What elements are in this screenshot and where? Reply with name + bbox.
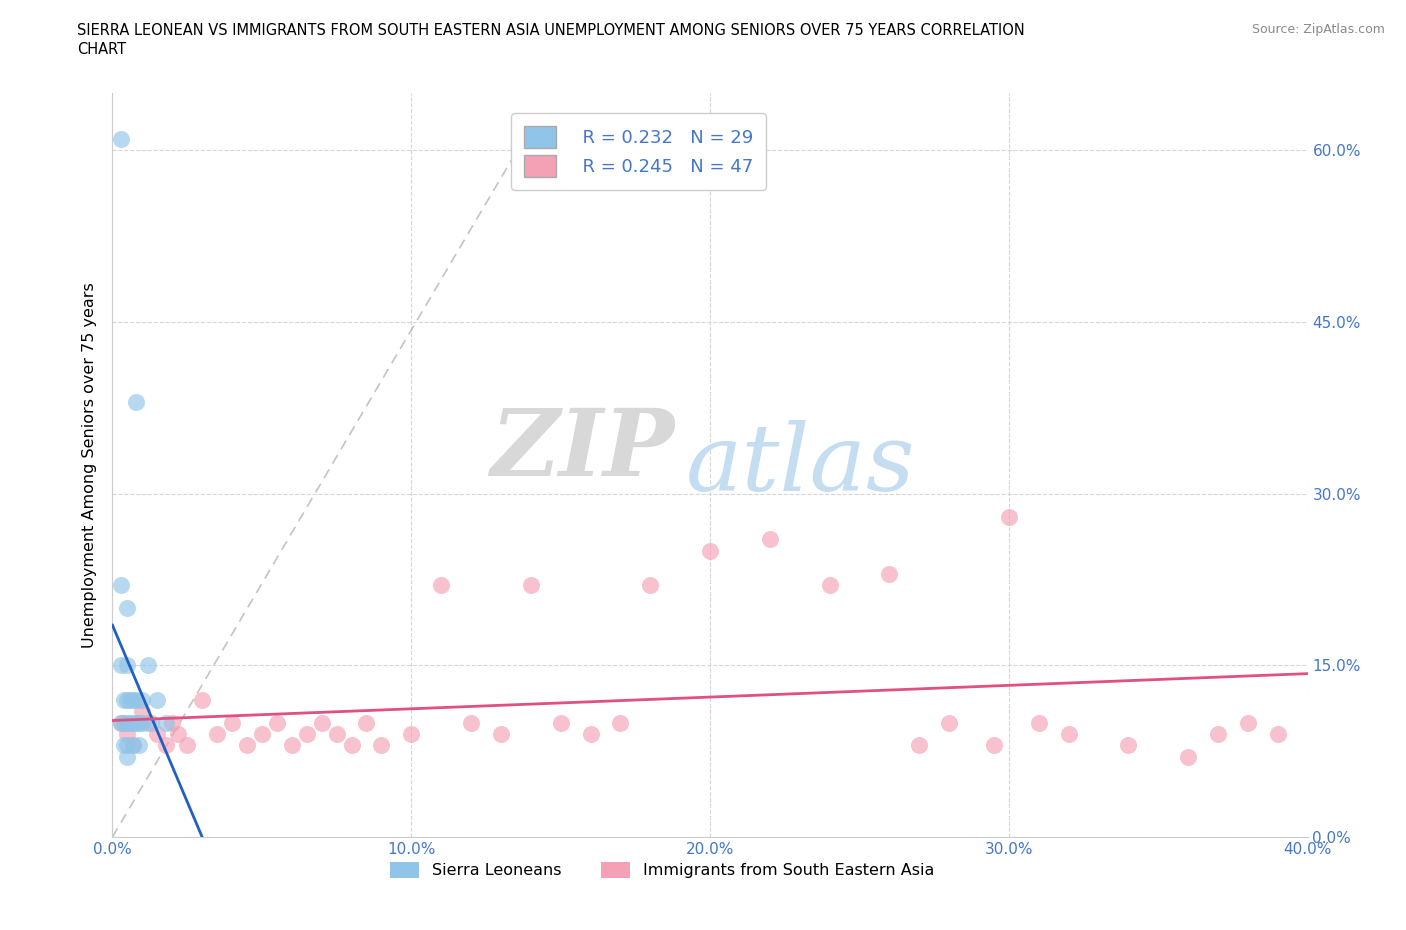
Point xyxy=(489,726,512,741)
Point xyxy=(236,738,259,753)
Point xyxy=(125,715,148,730)
Point xyxy=(167,726,190,741)
Point xyxy=(155,715,177,730)
Point xyxy=(699,543,721,558)
Point xyxy=(250,726,273,741)
Point xyxy=(110,578,132,592)
Point xyxy=(131,704,153,719)
Y-axis label: Unemployment Among Seniors over 75 years: Unemployment Among Seniors over 75 years xyxy=(82,282,97,648)
Point xyxy=(125,692,148,707)
Point xyxy=(609,715,631,730)
Point xyxy=(266,715,288,730)
Point xyxy=(460,715,482,730)
Point xyxy=(325,726,347,741)
Point xyxy=(128,715,150,730)
Point xyxy=(122,738,145,753)
Point xyxy=(117,750,139,764)
Point xyxy=(311,715,333,730)
Point xyxy=(295,726,318,741)
Point xyxy=(117,692,139,707)
Point xyxy=(520,578,543,592)
Point xyxy=(117,738,139,753)
Point xyxy=(1118,738,1140,753)
Point xyxy=(759,532,782,547)
Point xyxy=(125,394,148,409)
Point xyxy=(114,738,135,753)
Point xyxy=(117,658,139,672)
Point xyxy=(131,692,153,707)
Point xyxy=(1237,715,1260,730)
Point xyxy=(401,726,423,741)
Text: atlas: atlas xyxy=(686,420,915,510)
Point xyxy=(141,715,163,730)
Point xyxy=(146,692,169,707)
Point xyxy=(579,726,602,741)
Point xyxy=(356,715,378,730)
Point xyxy=(281,738,304,753)
Point xyxy=(640,578,662,592)
Point xyxy=(340,738,363,753)
Point xyxy=(370,738,392,753)
Point xyxy=(879,566,901,581)
Point xyxy=(176,738,198,753)
Text: ZIP: ZIP xyxy=(489,405,675,495)
Point xyxy=(983,738,1005,753)
Point xyxy=(131,715,153,730)
Text: Source: ZipAtlas.com: Source: ZipAtlas.com xyxy=(1251,23,1385,36)
Point xyxy=(110,715,132,730)
Point xyxy=(117,715,139,730)
Point xyxy=(221,715,243,730)
Point xyxy=(1267,726,1289,741)
Point xyxy=(128,738,150,753)
Point xyxy=(938,715,960,730)
Point xyxy=(908,738,931,753)
Point xyxy=(120,692,142,707)
Point xyxy=(122,692,145,707)
Point xyxy=(191,692,214,707)
Point xyxy=(110,715,132,730)
Point xyxy=(205,726,228,741)
Text: CHART: CHART xyxy=(77,42,127,57)
Point xyxy=(1057,726,1080,741)
Legend: Sierra Leoneans, Immigrants from South Eastern Asia: Sierra Leoneans, Immigrants from South E… xyxy=(384,856,941,884)
Point xyxy=(146,726,169,741)
Point xyxy=(117,601,139,616)
Point xyxy=(1177,750,1199,764)
Point xyxy=(998,509,1021,524)
Point xyxy=(138,658,160,672)
Point xyxy=(117,726,139,741)
Point xyxy=(114,692,135,707)
Point xyxy=(155,738,177,753)
Point xyxy=(1206,726,1229,741)
Point xyxy=(550,715,572,730)
Point xyxy=(138,715,160,730)
Point xyxy=(110,658,132,672)
Point xyxy=(114,715,135,730)
Point xyxy=(818,578,841,592)
Text: SIERRA LEONEAN VS IMMIGRANTS FROM SOUTH EASTERN ASIA UNEMPLOYMENT AMONG SENIORS : SIERRA LEONEAN VS IMMIGRANTS FROM SOUTH … xyxy=(77,23,1025,38)
Point xyxy=(122,715,145,730)
Point xyxy=(110,131,132,146)
Point xyxy=(162,715,183,730)
Point xyxy=(430,578,453,592)
Point xyxy=(122,738,145,753)
Point xyxy=(120,715,142,730)
Point xyxy=(1028,715,1050,730)
